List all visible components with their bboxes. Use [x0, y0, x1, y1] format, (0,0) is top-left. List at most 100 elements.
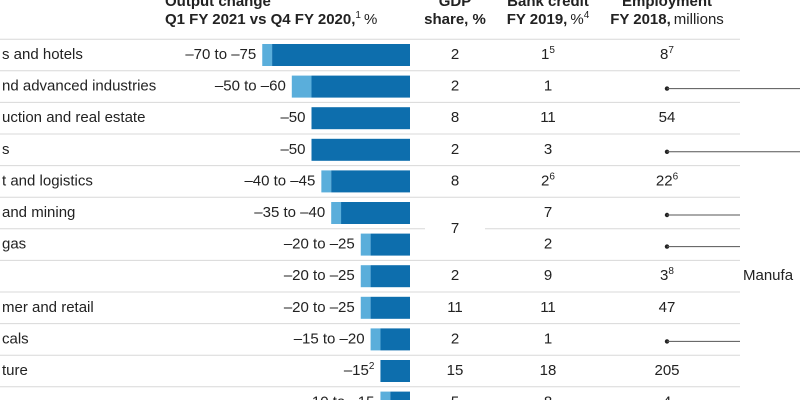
sector-label: t and logistics	[2, 172, 93, 189]
footnote: 2	[369, 361, 375, 372]
employment-value: 87	[660, 45, 674, 63]
employment-number: 47	[659, 299, 676, 316]
credit-number: 1	[544, 78, 552, 95]
sector-label: s	[2, 141, 10, 158]
bar-range	[380, 391, 391, 400]
bar-range	[262, 44, 273, 66]
credit-value: 9	[544, 267, 552, 284]
employment-number: 205	[654, 362, 679, 379]
gdp-value: 8	[451, 109, 459, 126]
credit-value: 11	[540, 299, 556, 316]
credit-value: 1	[544, 330, 552, 347]
credit-value: 8	[544, 394, 552, 400]
footnote: 8	[668, 266, 674, 277]
output-value: –20 to –25	[284, 299, 355, 316]
credit-value: 15	[541, 45, 555, 63]
output-label: –50	[280, 141, 305, 158]
gdp-value: 2	[451, 330, 459, 347]
sector-label: cals	[2, 330, 29, 347]
gdp-title: GDP	[439, 0, 472, 10]
output-value: –15 to –20	[294, 330, 365, 347]
credit-number: 11	[540, 299, 556, 316]
employment-value: 226	[656, 171, 679, 189]
output-value: –20 to –25	[284, 236, 355, 253]
employment-value: 205	[654, 362, 679, 379]
output-title: Output change	[165, 0, 271, 10]
bar	[380, 360, 410, 382]
employment-number: 8	[660, 46, 668, 63]
bar	[311, 138, 410, 161]
bar	[380, 328, 410, 351]
bar	[272, 44, 410, 66]
bar	[390, 391, 410, 400]
employment-number: 4	[663, 394, 671, 400]
credit-number: 2	[544, 236, 552, 253]
output-subtitle: Q1 FY 2021 vs Q4 FY 2020,1%	[165, 10, 377, 28]
employment-title: Employment	[622, 0, 712, 10]
credit-value: 11	[540, 109, 556, 126]
bar-range	[360, 233, 371, 256]
sector-label: gas	[2, 236, 26, 253]
employment-value: 38	[660, 266, 674, 284]
credit-number: 1	[541, 46, 549, 63]
header: Output change Q1 FY 2021 vs Q4 FY 2020,1…	[165, 0, 724, 28]
bar	[331, 170, 410, 193]
bar-range	[291, 75, 312, 98]
footnote: 6	[673, 171, 679, 182]
employment-value: 4	[663, 394, 671, 400]
output-label: –35 to –40	[254, 204, 325, 221]
output-value: –50	[280, 109, 305, 126]
employment-number: 54	[659, 109, 676, 126]
bar-range	[321, 170, 332, 193]
gdp-value: 8	[451, 172, 459, 189]
credit-number: 11	[540, 109, 556, 126]
bar-range	[360, 296, 371, 319]
gdp-value: 15	[447, 362, 464, 379]
output-value: –15	[344, 362, 369, 379]
gdp-value: 2	[451, 46, 459, 63]
bar	[311, 107, 410, 130]
gdp-value: 2	[451, 78, 459, 95]
credit-subtitle: FY 2019, %4	[507, 10, 590, 28]
bar-range	[331, 202, 342, 224]
bar-range	[360, 265, 371, 288]
credit-number: 8	[544, 394, 552, 400]
output-value: –50	[280, 141, 305, 158]
output-value: –40 to –45	[244, 172, 315, 189]
sector-label: s and hotels	[2, 46, 83, 63]
output-label: –152	[344, 361, 375, 379]
employment-number: 22	[656, 172, 673, 189]
footnote: 5	[549, 45, 555, 56]
gdp-value: 2	[451, 141, 459, 158]
bar	[370, 233, 410, 256]
credit-number: 7	[544, 204, 552, 221]
output-label: –20 to –25	[284, 299, 355, 316]
gdp-value: 2	[451, 267, 459, 284]
gdp-subtitle: share, %	[424, 11, 486, 28]
credit-number: 1	[544, 330, 552, 347]
sector-label: uction and real estate	[2, 109, 145, 126]
credit-title: Bank credit	[507, 0, 589, 10]
sector-label: ture	[2, 362, 28, 379]
employment-value: 47	[659, 299, 676, 316]
output-label: –50 to –60	[215, 78, 286, 95]
credit-value: 1	[544, 78, 552, 95]
credit-value: 7	[544, 204, 552, 221]
output-label: –15 to –20	[294, 330, 365, 347]
bar	[341, 202, 410, 224]
sector-label: and mining	[2, 204, 75, 221]
credit-value: 26	[541, 171, 555, 189]
output-value: –10 to –15	[304, 394, 375, 400]
output-value: –20 to –25	[284, 267, 355, 284]
employment-subtitle: FY 2018, millions	[610, 11, 724, 28]
gdp-value: 11	[447, 299, 463, 316]
credit-number: 2	[541, 172, 549, 189]
employment-value: 54	[659, 109, 676, 126]
output-label: –20 to –25	[284, 236, 355, 253]
bar	[370, 265, 410, 288]
output-value: –70 to –75	[185, 46, 256, 63]
output-label: –10 to –15	[304, 394, 375, 400]
gdp-value: 7	[451, 220, 459, 237]
output-label: –50	[280, 109, 305, 126]
